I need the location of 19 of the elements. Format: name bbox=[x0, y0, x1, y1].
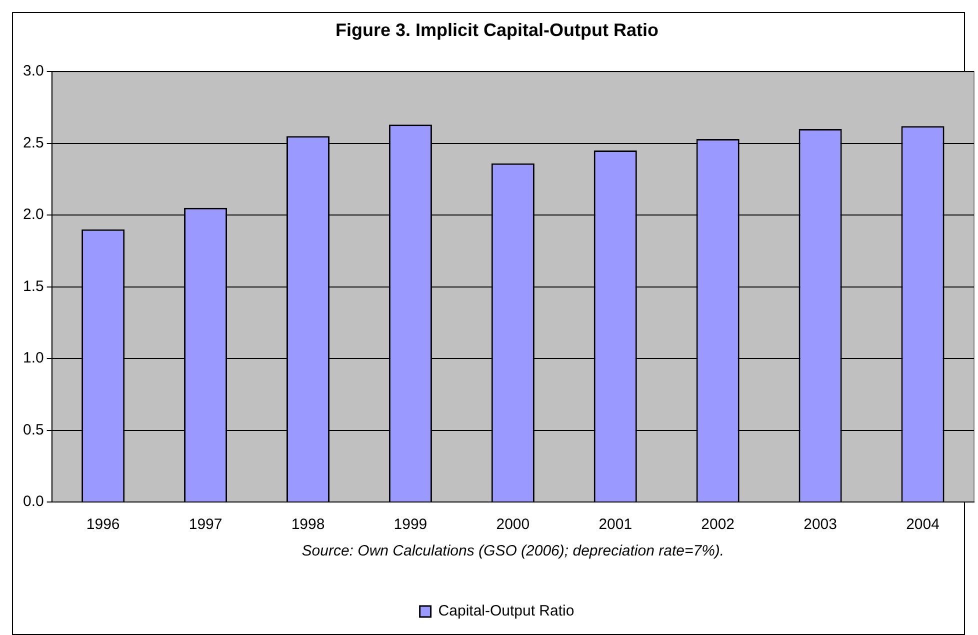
x-tick-label: 1999 bbox=[394, 516, 428, 534]
chart-title: Figure 3. Implicit Capital-Output Ratio bbox=[335, 20, 659, 40]
x-tick-label: 2003 bbox=[804, 516, 837, 534]
x-tick-label: 2002 bbox=[701, 516, 735, 534]
y-tick-label: 1.5 bbox=[22, 278, 44, 295]
y-tick-label: 2.0 bbox=[22, 206, 44, 224]
x-tick-label: 2000 bbox=[496, 516, 530, 534]
legend-label: Capital-Output Ratio bbox=[438, 602, 574, 620]
y-tick-label: 3.0 bbox=[22, 62, 44, 80]
x-tick-label: 1997 bbox=[188, 516, 222, 534]
x-tick-label: 2001 bbox=[598, 516, 632, 534]
y-tick-label: 2.5 bbox=[22, 134, 44, 152]
y-tick-label: 0.5 bbox=[22, 421, 44, 438]
x-tick-label: 1998 bbox=[291, 516, 325, 534]
x-tick-label: 2004 bbox=[906, 516, 940, 534]
y-tick-label: 0.0 bbox=[22, 493, 44, 510]
y-tick-label: 1.0 bbox=[22, 350, 44, 367]
source-note: Source: Own Calculations (GSO (2006); depreciation rate=7%). bbox=[302, 542, 724, 560]
x-tick-label: 1996 bbox=[86, 516, 120, 534]
